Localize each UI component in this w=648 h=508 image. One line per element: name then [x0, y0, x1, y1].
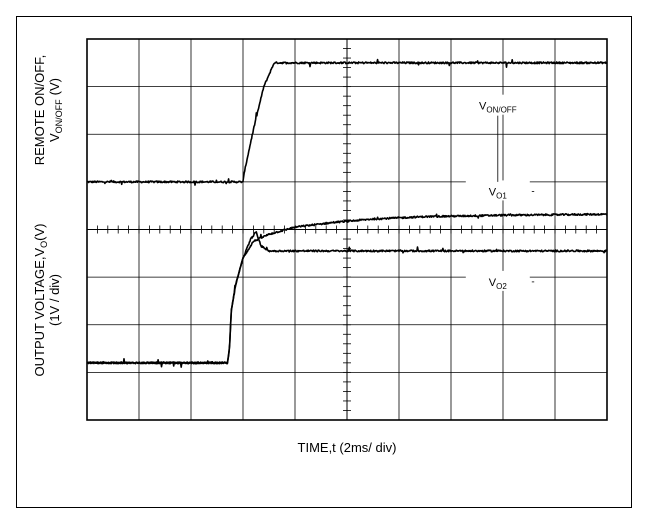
- y-label-top-symbol: VON/OFF (V): [47, 78, 64, 142]
- y-label-bottom-scale: (1V / div): [47, 274, 62, 326]
- channel-label-0: VON/OFF: [479, 101, 517, 115]
- y-label-top-unit: (V): [47, 78, 62, 95]
- channel-label-symbol: V: [489, 277, 497, 289]
- y-axis-label-bottom: OUTPUT VOLTAGE,VO(V) (1V / div): [32, 224, 62, 377]
- channel-label-bg: [465, 180, 530, 201]
- y-label-top-sym: V: [47, 133, 62, 142]
- plot-border: [86, 38, 608, 421]
- x-axis-label: TIME,t (2ms/ div): [298, 440, 397, 455]
- trace-series-1: [86, 212, 608, 368]
- y-label-top-main: REMOTE ON/OFF,: [32, 55, 47, 166]
- y-label-bottom-sym: V: [32, 248, 47, 257]
- y-label-top-sub: ON/OFF: [54, 99, 64, 133]
- channel-label-subscript: O2: [496, 282, 507, 291]
- y-label-bottom-unit: (V): [32, 224, 47, 241]
- channel-label-1: VO1: [489, 186, 508, 200]
- channel-label-bg: [465, 94, 530, 115]
- trace-series-2: [86, 231, 608, 365]
- channel-label-symbol: V: [479, 101, 487, 113]
- y-axis-label-top: REMOTE ON/OFF, VON/OFF (V): [32, 55, 64, 166]
- y-label-bottom-symbol: OUTPUT VOLTAGE,VO(V): [32, 224, 49, 377]
- y-label-bottom-sub: O: [39, 241, 49, 248]
- y-label-bottom-main: OUTPUT VOLTAGE,: [32, 257, 47, 377]
- channel-label-2: VO2: [489, 277, 508, 291]
- trace-series-0: [86, 58, 608, 186]
- outer-border: [16, 16, 632, 508]
- channel-label-subscript: ON/OFF: [486, 106, 516, 115]
- channel-label-subscript: O1: [496, 191, 507, 200]
- channel-label-bg: [465, 270, 530, 291]
- channel-label-symbol: V: [489, 186, 497, 198]
